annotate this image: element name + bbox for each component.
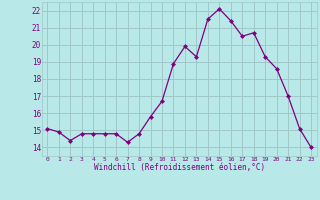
X-axis label: Windchill (Refroidissement éolien,°C): Windchill (Refroidissement éolien,°C) [94, 163, 265, 172]
